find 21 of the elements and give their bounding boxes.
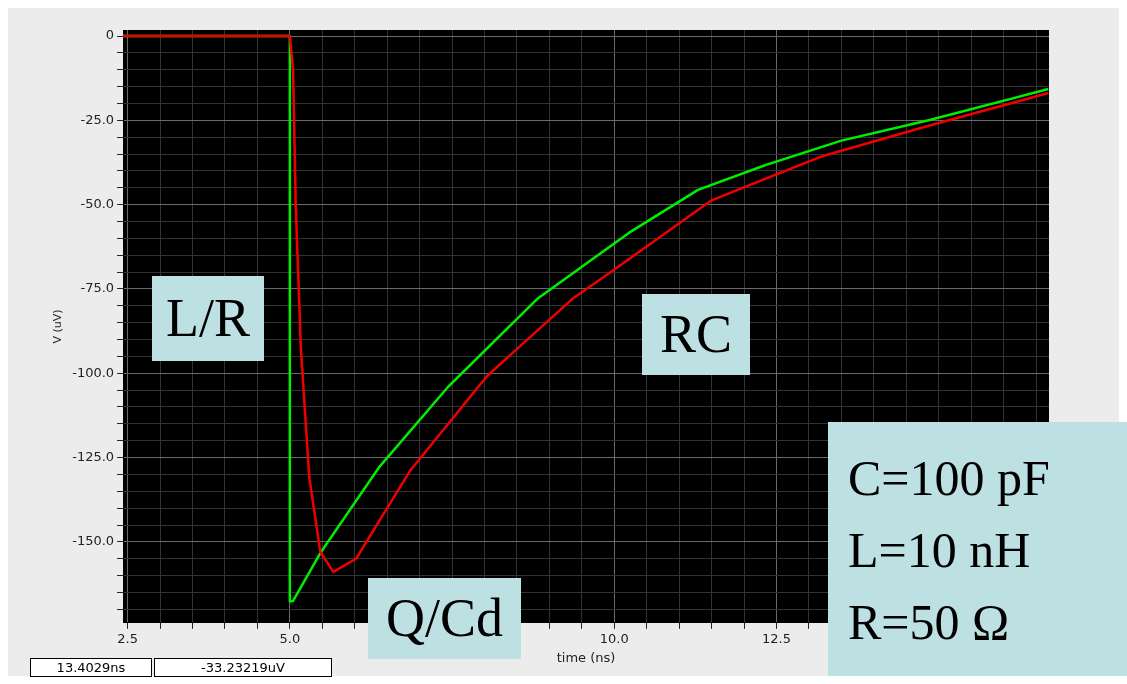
annotation: C=100 pF [848,449,1051,508]
y-tick-label: -25.0 [80,111,115,127]
y-axis-title: V (uV) [51,309,65,344]
annotation: Q/Cd [368,578,522,659]
x-axis-title: time (ns) [556,649,616,665]
annotation: RC [642,294,751,375]
x-tick-label: 10.0 [599,630,629,646]
annotation: L=10 nH [848,521,1032,580]
y-tick-label: 0 [105,27,115,43]
y-tick-label: -125.0 [72,448,115,464]
annotation: L/R [152,276,265,361]
y-tick-label: -50.0 [80,196,115,212]
annotation: R=50 Ω [848,593,1011,652]
y-tick-label: -100.0 [72,364,115,380]
x-tick-label: 5.0 [279,630,301,646]
x-tick-label: 2.5 [117,630,138,646]
y-tick-label: -150.0 [72,533,115,549]
x-tick-label: 12.5 [762,630,791,646]
text: -33.23219uV [154,658,332,677]
y-tick-label: -75.0 [80,280,115,296]
text: 13.4029ns [30,658,152,677]
